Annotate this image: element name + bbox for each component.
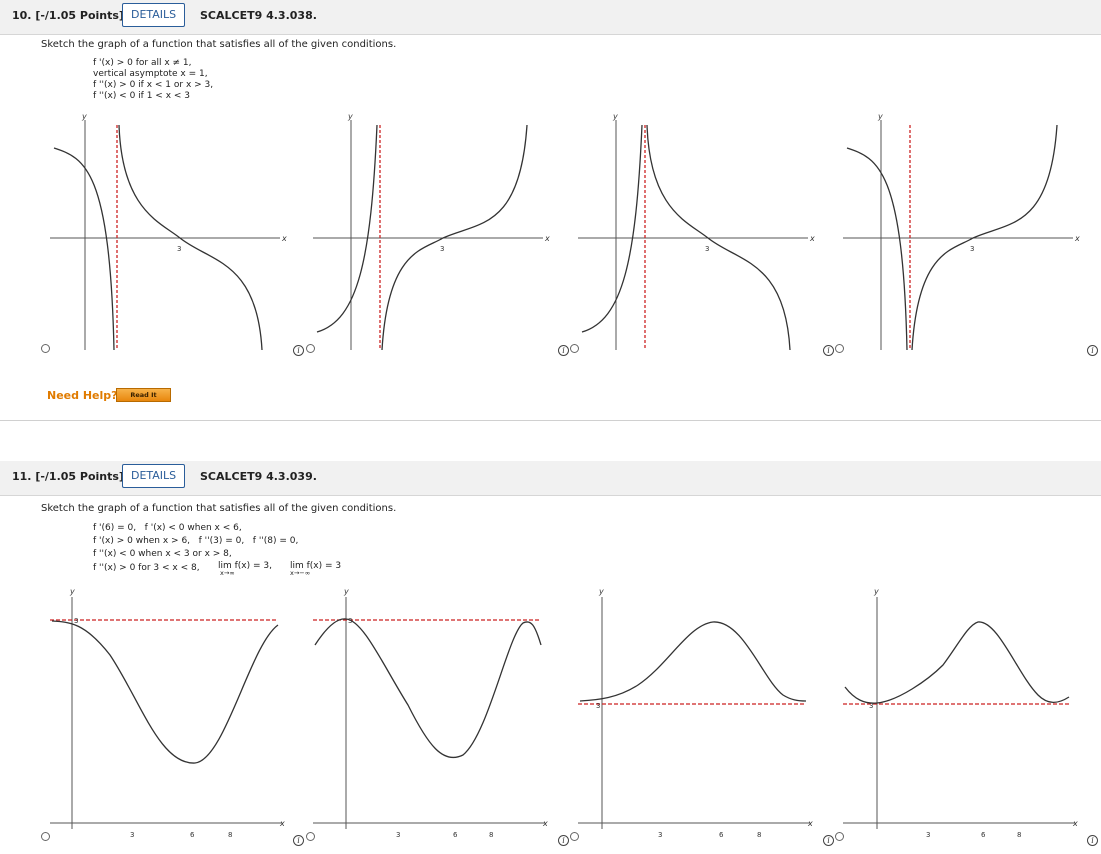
q11-limit-1-sub: x→∞ — [220, 569, 235, 577]
q10-option-b-radio[interactable] — [306, 344, 315, 353]
svg-text:8: 8 — [228, 831, 232, 839]
svg-text:6: 6 — [190, 831, 195, 839]
svg-text:y: y — [69, 587, 75, 596]
q11-option-b-radio[interactable] — [306, 832, 315, 841]
svg-text:y: y — [598, 587, 604, 596]
q10-graph-option-a: y x 3 — [50, 112, 287, 351]
svg-text:x: x — [281, 234, 287, 243]
svg-text:6: 6 — [453, 831, 458, 839]
q10-header: 10. [-/1.05 Points] DETAILS SCALCET9 4.3… — [0, 0, 1101, 35]
svg-text:y: y — [873, 587, 879, 596]
q10-option-c-info-icon[interactable]: i — [823, 345, 834, 356]
q11-limit-2-sub: x→−∞ — [290, 569, 311, 577]
svg-text:3: 3 — [970, 245, 974, 253]
svg-text:x: x — [1074, 234, 1080, 243]
svg-text:3: 3 — [396, 831, 400, 839]
q11-option-a-radio[interactable] — [41, 832, 50, 841]
svg-text:3: 3 — [658, 831, 662, 839]
svg-text:x: x — [809, 234, 815, 243]
q11-option-d-info-icon[interactable]: i — [1087, 835, 1098, 846]
q11-graph-option-c: y x 3 3 6 8 — [578, 587, 813, 839]
svg-text:y: y — [347, 112, 353, 121]
svg-text:3: 3 — [869, 702, 873, 710]
q10-option-d-info-icon[interactable]: i — [1087, 345, 1098, 356]
svg-text:x: x — [807, 819, 813, 828]
svg-text:3: 3 — [130, 831, 134, 839]
q10-option-d-radio[interactable] — [835, 344, 844, 353]
q11-option-c-radio[interactable] — [570, 832, 579, 841]
q11-limit-1: lim f(x) = 3, x→∞ — [218, 561, 272, 577]
q10-graph-option-c: y x 3 — [578, 112, 815, 351]
svg-text:y: y — [343, 587, 349, 596]
q11-graph-option-b: y x 3 3 6 8 — [313, 587, 548, 839]
q11-limit-1-expr: lim f(x) = 3, — [218, 561, 272, 571]
svg-text:3: 3 — [926, 831, 930, 839]
q11-instruction: Sketch the graph of a function that sati… — [41, 503, 397, 514]
svg-text:8: 8 — [757, 831, 761, 839]
q11-number: 11. [-/1.05 Points] — [12, 470, 124, 483]
q10-code: SCALCET9 4.3.038. — [200, 9, 317, 22]
q10-instruction: Sketch the graph of a function that sati… — [41, 39, 397, 50]
q10-condition-3: f ''(x) > 0 if x < 1 or x > 3, — [93, 80, 214, 90]
q11-option-b-info-icon[interactable]: i — [558, 835, 569, 846]
q11-condition-2: f '(x) > 0 when x > 6, f ''(3) = 0, f ''… — [93, 536, 299, 546]
svg-text:x: x — [1072, 819, 1078, 828]
question-divider — [0, 420, 1101, 421]
q10-number: 10. [-/1.05 Points] — [12, 9, 124, 22]
q10-condition-2: vertical asymptote x = 1, — [93, 69, 208, 79]
q11-option-c-info-icon[interactable]: i — [823, 835, 834, 846]
q11-graph-option-a: y x 3 3 6 8 — [50, 587, 285, 839]
q10-details-button[interactable]: DETAILS — [122, 3, 185, 27]
q10-graph-option-d: y x 3 — [843, 112, 1080, 351]
q10-option-a-info-icon[interactable]: i — [293, 345, 304, 356]
svg-text:x: x — [544, 234, 550, 243]
q10-option-a-radio[interactable] — [41, 344, 50, 353]
q10-option-b-info-icon[interactable]: i — [558, 345, 569, 356]
q11-header: 11. [-/1.05 Points] DETAILS SCALCET9 4.3… — [0, 461, 1101, 496]
svg-text:3: 3 — [177, 245, 181, 253]
q11-details-button[interactable]: DETAILS — [122, 464, 185, 488]
svg-text:x: x — [542, 819, 548, 828]
svg-text:3: 3 — [74, 617, 78, 625]
svg-text:3: 3 — [440, 245, 444, 253]
read-it-button[interactable]: Read It — [116, 388, 171, 402]
q10-condition-4: f ''(x) < 0 if 1 < x < 3 — [93, 91, 191, 101]
q10-graph-option-b: y x 3 — [313, 112, 550, 351]
svg-text:x: x — [279, 819, 285, 828]
need-help-label: Need Help? — [47, 389, 118, 402]
q11-graph-option-d: y x 3 3 6 8 — [843, 587, 1078, 839]
svg-text:8: 8 — [489, 831, 493, 839]
q10-option-c-radio[interactable] — [570, 344, 579, 353]
svg-text:6: 6 — [719, 831, 724, 839]
q11-option-a-info-icon[interactable]: i — [293, 835, 304, 846]
svg-text:6: 6 — [981, 831, 986, 839]
svg-text:8: 8 — [1017, 831, 1021, 839]
q11-condition-3: f ''(x) < 0 when x < 3 or x > 8, — [93, 549, 232, 559]
svg-text:3: 3 — [348, 617, 352, 625]
svg-text:y: y — [877, 112, 883, 121]
q11-code: SCALCET9 4.3.039. — [200, 470, 317, 483]
q10-condition-1: f '(x) > 0 for all x ≠ 1, — [93, 58, 192, 68]
svg-text:y: y — [81, 112, 87, 121]
svg-text:3: 3 — [596, 702, 600, 710]
q11-limit-2: lim f(x) = 3 x→−∞ — [290, 561, 341, 577]
q11-condition-1: f '(6) = 0, f '(x) < 0 when x < 6, — [93, 523, 242, 533]
svg-text:y: y — [612, 112, 618, 121]
q11-option-d-radio[interactable] — [835, 832, 844, 841]
q11-limit-2-expr: lim f(x) = 3 — [290, 561, 342, 571]
svg-text:3: 3 — [705, 245, 709, 253]
q11-condition-4: f ''(x) > 0 for 3 < x < 8, — [93, 563, 200, 573]
